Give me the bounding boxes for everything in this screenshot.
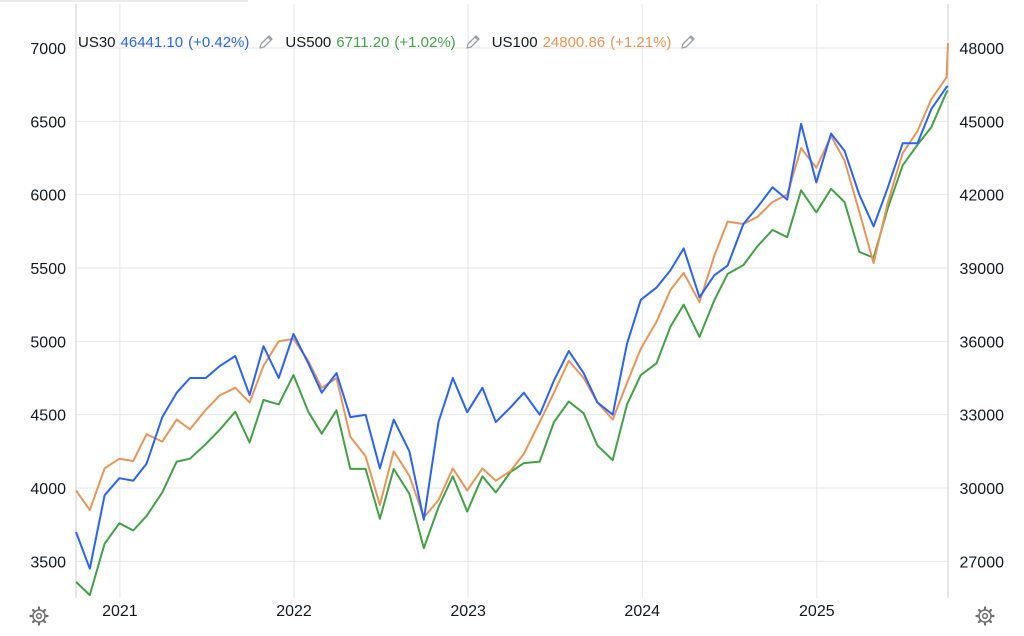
pencil-icon[interactable]	[257, 33, 275, 51]
left-axis-tick-label: 4500	[30, 408, 66, 425]
gear-icon[interactable]	[29, 606, 49, 626]
right-axis-tick-label: 27000	[960, 554, 1005, 571]
gear-icon[interactable]	[975, 606, 995, 626]
left-axis-tick-label: 6000	[30, 188, 66, 205]
legend-item-us500[interactable]: US500 6711.20 (+1.02%)	[285, 33, 481, 51]
legend: US30 46441.10 (+0.42%) US500 6711.20 (+1…	[78, 33, 707, 51]
left-axis-tick-label: 4000	[30, 481, 66, 498]
legend-value: 24800.86	[542, 33, 606, 51]
right-axis-tick-label: 42000	[960, 188, 1005, 205]
right-axis-tick-label: 30000	[960, 481, 1005, 498]
x-axis-tick-label: 2025	[799, 603, 835, 620]
left-axis-tick-label: 3500	[30, 554, 66, 571]
right-axis-tick-label: 45000	[960, 114, 1005, 131]
left-axis-tick-label: 5500	[30, 261, 66, 278]
legend-symbol: US100	[491, 33, 538, 51]
right-axis-tick-label: 39000	[960, 261, 1005, 278]
x-axis-tick-label: 2024	[624, 603, 660, 620]
series-line-us500	[75, 89, 949, 597]
legend-value: 6711.20	[336, 33, 390, 51]
right-axis-tick-label: 33000	[960, 408, 1005, 425]
legend-item-us100[interactable]: US100 24800.86 (+1.21%)	[492, 33, 698, 51]
left-axis-tick-label: 7000	[30, 41, 66, 58]
legend-symbol: US30	[78, 33, 116, 51]
x-axis-tick-label: 2023	[450, 603, 486, 620]
legend-symbol: US500	[285, 33, 332, 51]
legend-item-us30[interactable]: US30 46441.10 (+0.42%)	[78, 33, 275, 51]
x-axis-tick-label: 2021	[102, 603, 138, 620]
legend-change: (+1.21%)	[610, 33, 672, 51]
left-axis-tick-label: 6500	[30, 114, 66, 131]
right-axis-tick-label: 36000	[960, 334, 1005, 351]
pencil-icon[interactable]	[464, 33, 482, 51]
series-line-us30	[75, 85, 949, 570]
pencil-icon[interactable]	[679, 33, 697, 51]
x-axis-tick-label: 2022	[276, 603, 312, 620]
series-line-us100	[75, 43, 949, 519]
right-axis-tick-label: 48000	[960, 41, 1005, 58]
legend-change: (+1.02%)	[394, 33, 456, 51]
legend-value: 46441.10	[120, 33, 184, 51]
left-axis-tick-label: 5000	[30, 334, 66, 351]
legend-change: (+0.42%)	[188, 33, 250, 51]
